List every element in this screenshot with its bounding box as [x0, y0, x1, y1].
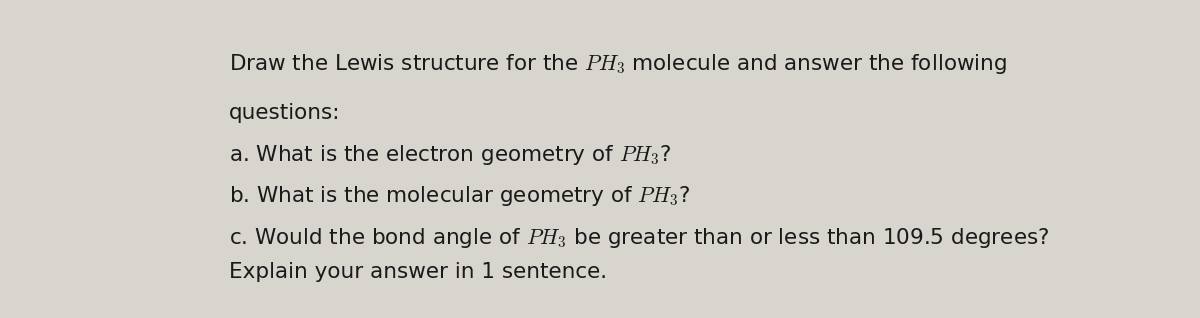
Text: Explain your answer in 1 sentence.: Explain your answer in 1 sentence. [229, 262, 607, 282]
Text: Draw the Lewis structure for the $\mathit{PH}_3$ molecule and answer the followi: Draw the Lewis structure for the $\mathi… [229, 52, 1007, 76]
Text: a. What is the electron geometry of $\mathit{PH}_3$?: a. What is the electron geometry of $\ma… [229, 142, 672, 167]
Text: c. Would the bond angle of $\mathit{PH}_3$ be greater than or less than 109.5 de: c. Would the bond angle of $\mathit{PH}_… [229, 226, 1050, 250]
Text: b. What is the molecular geometry of $\mathit{PH}_3$?: b. What is the molecular geometry of $\m… [229, 184, 690, 208]
Text: questions:: questions: [229, 103, 341, 123]
